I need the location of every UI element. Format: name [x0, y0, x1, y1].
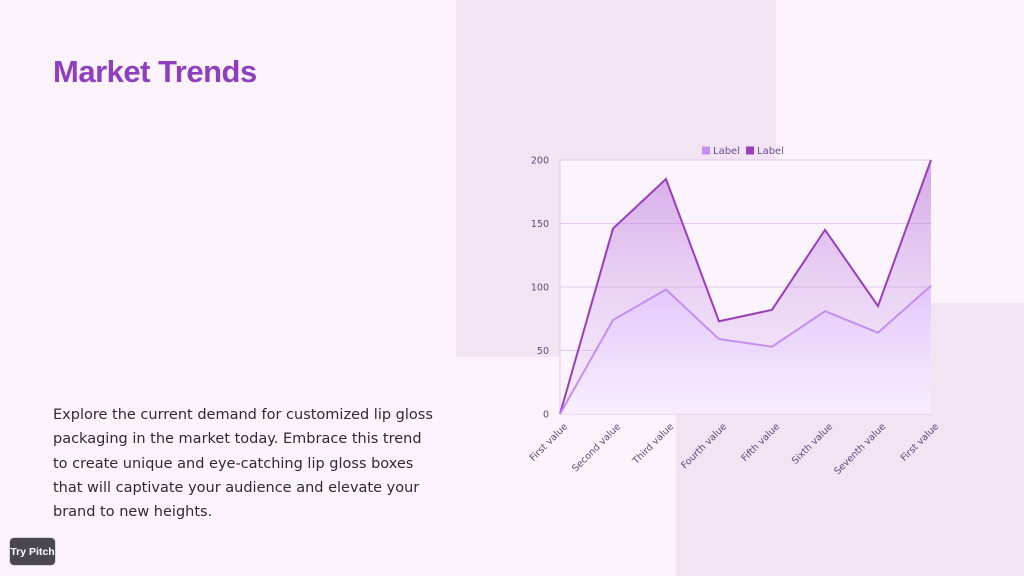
series-line-2	[559, 159, 932, 415]
x-tick-label: First value	[899, 421, 942, 464]
legend-swatch	[702, 146, 710, 155]
x-tick-label: Third value	[630, 421, 676, 467]
y-tick-label: 200	[531, 156, 549, 167]
x-tick-label: First value	[528, 421, 571, 464]
legend-label: Label	[713, 146, 740, 157]
x-tick-label: Second value	[570, 421, 623, 474]
try-pitch-button[interactable]: Try Pitch	[10, 538, 55, 565]
x-tick-label: Seventh value	[832, 421, 888, 477]
x-tick-label: Fourth value	[679, 421, 729, 471]
series-line-1	[559, 284, 932, 415]
series-area-1	[560, 285, 931, 414]
slide-body-text: Explore the current demand for customize…	[53, 407, 433, 521]
y-tick-label: 0	[543, 410, 549, 421]
x-tick-label: Sixth value	[790, 421, 835, 466]
y-tick-label: 150	[531, 219, 549, 230]
legend-label: Label	[757, 146, 784, 157]
legend-swatch	[746, 146, 754, 155]
slide-title: Market Trends	[53, 54, 257, 89]
y-tick-label: 50	[537, 346, 549, 357]
x-tick-label: Fifth value	[739, 421, 782, 464]
y-tick-label: 100	[531, 283, 549, 294]
